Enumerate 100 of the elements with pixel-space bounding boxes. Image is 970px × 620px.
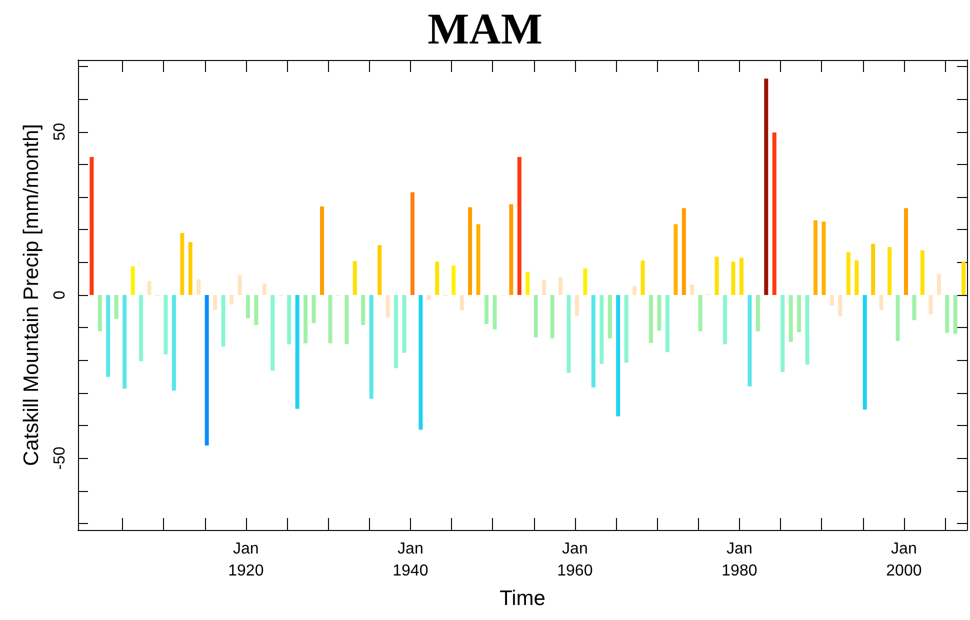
bar — [526, 272, 530, 295]
bar — [920, 250, 924, 295]
bar — [871, 244, 876, 295]
bar — [846, 252, 850, 295]
bar — [649, 295, 654, 343]
bar — [542, 280, 546, 295]
bar — [270, 295, 275, 371]
bar — [764, 78, 768, 295]
bar — [295, 295, 300, 409]
x-tick-label: Jan 1940 — [392, 540, 428, 580]
bar — [238, 275, 242, 295]
bar — [122, 295, 127, 389]
bar — [378, 245, 382, 295]
bar — [394, 295, 398, 368]
bar — [616, 295, 620, 416]
bar — [788, 295, 793, 342]
bar — [698, 295, 702, 332]
bar — [320, 206, 324, 295]
bar — [460, 295, 464, 310]
bar — [830, 295, 834, 306]
bar — [879, 295, 884, 310]
bar — [114, 295, 118, 319]
bar — [739, 258, 744, 295]
bar — [139, 295, 144, 362]
bar — [130, 266, 135, 295]
bar — [862, 295, 867, 410]
bar — [690, 284, 694, 295]
bar — [714, 256, 719, 295]
bar — [262, 284, 266, 295]
bar — [213, 295, 218, 310]
bar — [221, 295, 226, 347]
bar — [328, 295, 332, 344]
bar — [682, 208, 686, 295]
bar — [196, 279, 201, 295]
x-tick-label: Jan 1980 — [722, 540, 758, 580]
bar — [426, 295, 431, 300]
bar — [657, 295, 662, 331]
y-tick-label: 50 — [52, 122, 68, 141]
bar — [822, 222, 826, 295]
bar — [632, 286, 637, 295]
bar — [574, 295, 579, 316]
bar — [912, 295, 916, 320]
bar — [344, 295, 349, 344]
x-tick-label: Jan 1960 — [557, 540, 593, 580]
bar — [164, 295, 168, 354]
bar — [90, 156, 94, 295]
bar — [452, 266, 456, 295]
bar — [945, 295, 950, 333]
bar — [665, 295, 670, 352]
bar — [287, 295, 292, 344]
bar — [888, 247, 892, 295]
bar — [904, 208, 908, 295]
chart-title: MAM — [428, 4, 542, 54]
bar — [797, 295, 802, 332]
bar — [640, 260, 645, 295]
bar — [418, 295, 423, 430]
bar — [780, 295, 785, 372]
bar — [402, 295, 406, 353]
bar — [106, 295, 110, 377]
bar — [312, 295, 316, 324]
bar — [772, 132, 776, 295]
bar — [591, 295, 596, 388]
bar — [854, 260, 859, 295]
y-tick-label: 0 — [52, 290, 68, 300]
bar — [550, 295, 554, 338]
bar — [600, 295, 604, 364]
bar — [509, 204, 514, 295]
bar — [180, 232, 184, 295]
bar — [246, 295, 250, 318]
bar — [304, 295, 308, 344]
bar — [517, 156, 522, 295]
bar — [476, 224, 480, 295]
bar — [230, 295, 234, 304]
bar — [756, 295, 760, 332]
bar — [435, 262, 440, 295]
bar — [98, 295, 102, 332]
bar — [492, 295, 497, 330]
bar — [147, 280, 152, 295]
bar — [723, 295, 728, 344]
bar — [624, 295, 628, 363]
bar — [583, 268, 588, 295]
bar — [814, 220, 818, 295]
bar — [674, 224, 678, 295]
x-axis-title: Time — [500, 587, 546, 610]
bar — [953, 295, 958, 334]
bar — [386, 295, 390, 318]
y-tick-label: -50 — [52, 446, 68, 470]
bar — [748, 295, 752, 386]
bar — [608, 295, 612, 338]
bar — [558, 277, 563, 295]
bar — [188, 242, 192, 295]
bar — [484, 295, 489, 324]
x-tick-label: Jan 1920 — [228, 540, 264, 580]
bar — [172, 295, 176, 391]
bar — [805, 295, 810, 365]
y-axis-title: Catskill Mountain Precip [mm/month] — [20, 124, 43, 466]
bar — [566, 295, 571, 374]
bar — [838, 295, 842, 317]
bar — [204, 295, 209, 446]
x-tick-label: Jan 2000 — [886, 540, 922, 580]
